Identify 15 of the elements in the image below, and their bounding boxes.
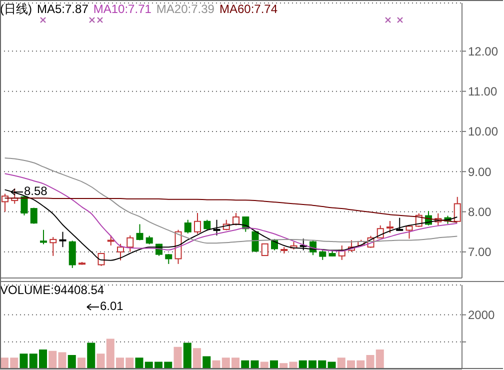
y-tick-label: 9.00 (468, 164, 492, 179)
y-tick-label: 10.00 (468, 124, 498, 139)
annotation: 6.01 (100, 299, 124, 313)
text: MA20:7.39 (156, 2, 214, 16)
annotation: 8.58 (24, 184, 48, 198)
text: MA60:7.74 (219, 2, 278, 16)
y-tick-label: 8.00 (468, 205, 492, 220)
chart-title: VOLUME:94408.54 (0, 283, 104, 297)
text: MA10:7.71 (93, 2, 152, 16)
y-tick-label: 7.00 (468, 245, 492, 260)
chart-title: (日线) (0, 2, 32, 16)
text: MA5:7.87 (37, 2, 88, 16)
y-tick-label: 11.00 (468, 84, 498, 99)
y-tick-label: 2000 (468, 308, 496, 322)
y-tick-label: 12.00 (468, 44, 498, 58)
